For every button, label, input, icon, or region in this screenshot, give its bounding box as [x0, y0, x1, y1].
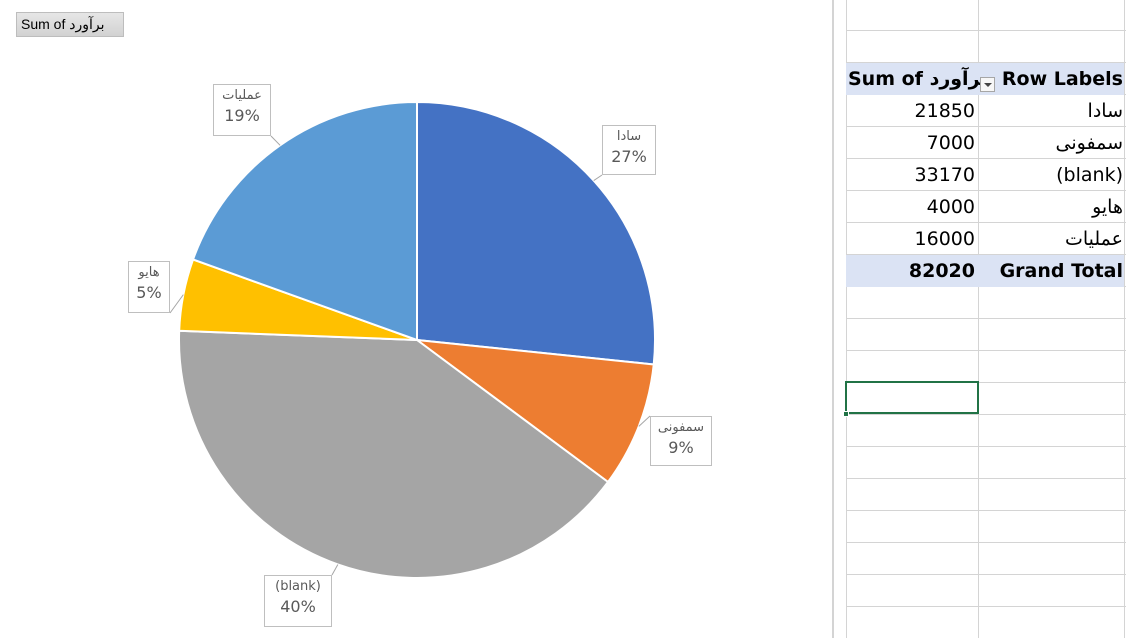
pie-chart-area[interactable]: Sum of برآورد سادا 27% سمفونی 9% (blank) 40% ه… [0, 0, 834, 638]
data-label[interactable]: سمفونی 9% [650, 416, 712, 466]
data-label-percent: 40% [280, 597, 316, 616]
pivot-value-cell[interactable]: 21850 [914, 100, 975, 122]
data-label-category: عملیات [222, 88, 262, 103]
grid-row-line [846, 606, 1126, 607]
pivot-header-row-labels[interactable]: Row Labels [1001, 68, 1123, 90]
pivot-header-sum[interactable]: Sum of برآورد [848, 68, 988, 90]
value-field-button[interactable]: Sum of برآورد [16, 12, 124, 37]
pie-slice[interactable] [416, 100, 656, 366]
fill-handle[interactable] [843, 411, 849, 417]
pivot-label-cell[interactable]: هایو [1092, 196, 1123, 218]
grid-row-line [846, 30, 1126, 31]
grand-total-label[interactable]: Grand Total [999, 260, 1123, 282]
leader-line [331, 564, 339, 576]
grid-row-line [846, 350, 1126, 351]
grid-row-line [846, 414, 1126, 415]
data-label-percent: 5% [136, 283, 162, 302]
data-label[interactable]: عملیات 19% [213, 84, 271, 136]
grand-total-value[interactable]: 82020 [908, 260, 975, 282]
grid-row-line [846, 254, 1126, 255]
pivot-value-cell[interactable]: 7000 [926, 132, 975, 154]
grid-row-line [846, 510, 1126, 511]
grid-row-line [846, 222, 1126, 223]
data-label-category: سادا [616, 129, 642, 144]
grid-column-line [846, 0, 847, 638]
chart-border [832, 0, 834, 638]
grid-row-line [846, 126, 1126, 127]
pivot-value-cell[interactable]: 4000 [926, 196, 975, 218]
data-label-percent: 9% [668, 438, 694, 457]
pivot-value-cell[interactable]: 16000 [914, 228, 975, 250]
pivot-label-cell[interactable]: سادا [1087, 100, 1123, 122]
leader-line [169, 294, 184, 314]
pie-slice[interactable] [191, 100, 418, 342]
pivot-label-cell[interactable]: سمفونی [1055, 132, 1123, 154]
leader-line [593, 174, 603, 182]
leader-line [270, 135, 281, 146]
grid-row-line [846, 542, 1126, 543]
data-label[interactable]: هایو 5% [128, 261, 170, 313]
data-label[interactable]: (blank) 40% [264, 575, 332, 627]
grid-row-line [846, 574, 1126, 575]
grid-row-line [846, 446, 1126, 447]
row-labels-filter-dropdown-icon[interactable] [980, 77, 995, 92]
pivot-value-cell[interactable]: 33170 [914, 164, 975, 186]
pivot-label-cell[interactable]: (blank) [1056, 164, 1123, 186]
pie-slice[interactable] [413, 338, 655, 484]
data-label-percent: 19% [224, 106, 260, 125]
data-label-percent: 27% [611, 147, 647, 166]
grid-row-line [846, 158, 1126, 159]
grid-column-line [978, 0, 979, 638]
pie-chart [169, 100, 656, 579]
data-label[interactable]: سادا 27% [602, 125, 656, 175]
data-label-category: سمفونی [657, 420, 705, 435]
pivot-total-band [846, 255, 1124, 287]
data-label-category: (blank) [275, 579, 321, 594]
grid-row-line [846, 478, 1126, 479]
active-cell-selection[interactable] [845, 381, 979, 414]
grid-column-line [1124, 0, 1125, 638]
pivot-label-cell[interactable]: عملیات [1064, 228, 1123, 250]
grid-row-line [846, 318, 1126, 319]
data-label-category: هایو [138, 265, 160, 280]
leader-line [638, 415, 651, 427]
worksheet-grid[interactable]: Sum of برآورد Row Labels 21850 سادا 7000… [834, 0, 1126, 638]
grid-row-line [846, 190, 1126, 191]
grid-row-line [846, 382, 1126, 383]
grid-row-line [846, 62, 1126, 63]
